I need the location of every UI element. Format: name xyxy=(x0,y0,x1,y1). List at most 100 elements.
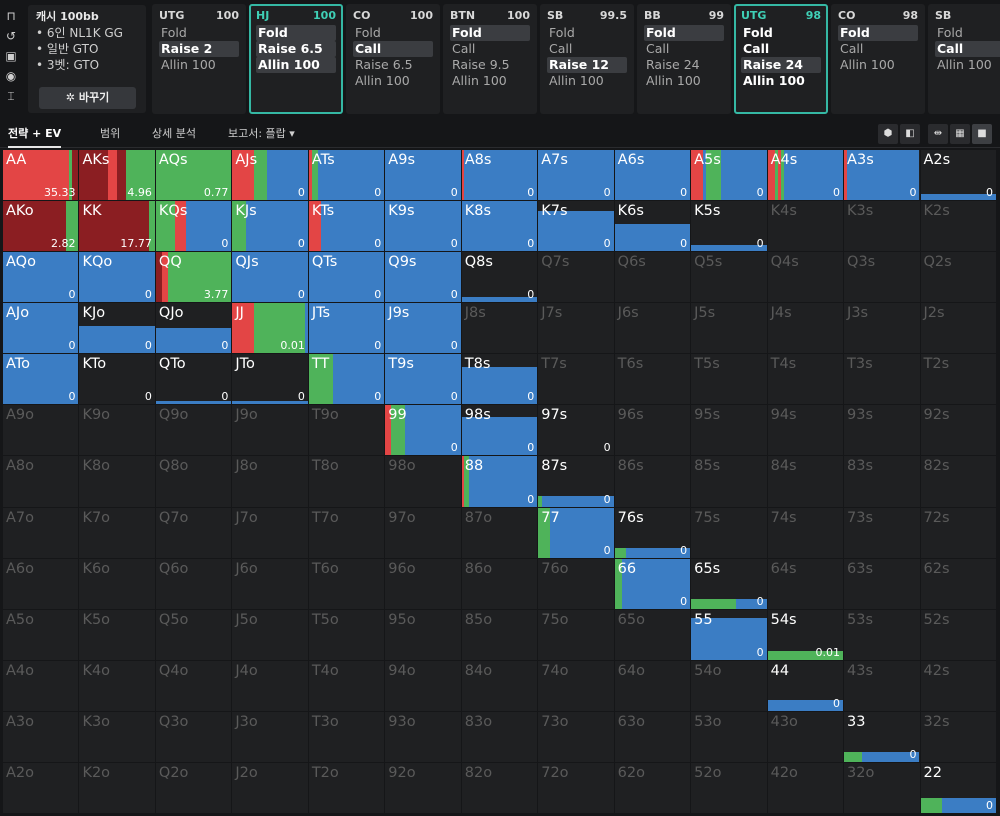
hand-cell-87s[interactable]: 87s 0 xyxy=(538,456,614,507)
action-option[interactable]: Allin 100 xyxy=(452,73,507,88)
hand-cell-33[interactable]: 33 0 xyxy=(844,711,920,762)
hand-cell-66[interactable]: 66 0 xyxy=(614,558,691,609)
hand-cell-74s[interactable]: 74s xyxy=(767,507,844,558)
hand-cell-43o[interactable]: 43o xyxy=(767,711,844,762)
hand-cell-62s[interactable]: 62s xyxy=(920,558,996,609)
hand-cell-98o[interactable]: 98o xyxy=(385,456,461,507)
hand-cell-55[interactable]: 55 0 xyxy=(691,609,767,660)
hand-cell-J7o[interactable]: J7o xyxy=(232,507,308,558)
hand-cell-J2s[interactable]: J2s xyxy=(920,303,996,354)
action-option[interactable]: Fold xyxy=(743,25,773,40)
hand-cell-K3s[interactable]: K3s xyxy=(844,201,920,252)
action-option[interactable]: Allin 100 xyxy=(549,73,604,88)
hand-cell-J9s[interactable]: J9s 0 xyxy=(385,303,461,354)
hand-cell-T6o[interactable]: T6o xyxy=(308,558,385,609)
hand-cell-K8o[interactable]: K8o xyxy=(79,456,155,507)
hand-cell-94s[interactable]: 94s xyxy=(767,405,844,456)
hand-cell-A3o[interactable]: A3o xyxy=(3,711,79,762)
hand-cell-K3o[interactable]: K3o xyxy=(79,711,155,762)
hand-cell-88[interactable]: 88 0 xyxy=(461,456,538,507)
hand-cell-A3s[interactable]: A3s 0 xyxy=(844,150,920,201)
hand-cell-Q2s[interactable]: Q2s xyxy=(920,252,996,303)
action-card-hj[interactable]: HJ 100 Fold Raise 6.5 Allin 100 xyxy=(249,4,343,114)
hand-cell-72o[interactable]: 72o xyxy=(538,762,614,814)
hand-cell-A2o[interactable]: A2o xyxy=(3,762,79,814)
hand-cell-K9s[interactable]: K9s 0 xyxy=(385,201,461,252)
action-option[interactable]: Raise 2 xyxy=(159,41,239,57)
action-card-sb[interactable]: SB Fold Call Allin 100 xyxy=(928,4,1000,114)
hand-cell-T9o[interactable]: T9o xyxy=(308,405,385,456)
hand-cell-JTo[interactable]: JTo 0 xyxy=(232,354,308,405)
hand-cell-J8s[interactable]: J8s xyxy=(461,303,538,354)
action-option[interactable]: Raise 24 xyxy=(646,57,700,72)
hand-cell-Q7o[interactable]: Q7o xyxy=(155,507,232,558)
hand-cell-Q6o[interactable]: Q6o xyxy=(155,558,232,609)
action-option[interactable]: Call xyxy=(646,41,670,56)
action-option[interactable]: Call xyxy=(549,41,573,56)
hand-cell-77[interactable]: 77 0 xyxy=(538,507,614,558)
action-option[interactable]: Allin 100 xyxy=(840,57,895,72)
action-option[interactable]: Raise 9.5 xyxy=(452,57,510,72)
hand-cell-QQ[interactable]: QQ 3.77 xyxy=(155,252,232,303)
gamepad-icon[interactable]: ◉ xyxy=(5,69,17,83)
cube-icon[interactable]: ⬢ xyxy=(878,124,898,144)
hand-cell-A2s[interactable]: A2s 0 xyxy=(920,150,996,201)
hand-cell-73s[interactable]: 73s xyxy=(844,507,920,558)
text-cursor-icon[interactable]: ⌶ xyxy=(7,89,15,103)
hand-cell-64o[interactable]: 64o xyxy=(614,660,691,711)
hand-cell-63o[interactable]: 63o xyxy=(614,711,691,762)
hand-cell-T7s[interactable]: T7s xyxy=(538,354,614,405)
hand-cell-87o[interactable]: 87o xyxy=(461,507,538,558)
hand-cell-52o[interactable]: 52o xyxy=(691,762,767,814)
action-option[interactable]: Allin 100 xyxy=(646,73,701,88)
change-settings-button[interactable]: ✲ 바꾸기 xyxy=(39,87,136,109)
hand-cell-98s[interactable]: 98s 0 xyxy=(461,405,538,456)
hand-cell-32s[interactable]: 32s xyxy=(920,711,996,762)
hand-cell-54o[interactable]: 54o xyxy=(691,660,767,711)
square-icon[interactable]: ■ xyxy=(972,124,992,144)
hand-cell-65o[interactable]: 65o xyxy=(614,609,691,660)
action-option[interactable]: Allin 100 xyxy=(161,57,216,72)
hand-cell-T7o[interactable]: T7o xyxy=(308,507,385,558)
tab-1[interactable]: 범위 xyxy=(100,127,121,140)
hand-cell-J7s[interactable]: J7s xyxy=(538,303,614,354)
hand-cell-ATo[interactable]: ATo 0 xyxy=(3,354,79,405)
hand-cell-Q4o[interactable]: Q4o xyxy=(155,660,232,711)
action-option[interactable]: Raise 6.5 xyxy=(355,57,413,72)
hand-cell-Q5o[interactable]: Q5o xyxy=(155,609,232,660)
hand-cell-QJo[interactable]: QJo 0 xyxy=(155,303,232,354)
hand-cell-Q6s[interactable]: Q6s xyxy=(614,252,691,303)
hand-cell-T8o[interactable]: T8o xyxy=(308,456,385,507)
hand-cell-86s[interactable]: 86s xyxy=(614,456,691,507)
hand-cell-KQs[interactable]: KQs 0 xyxy=(155,201,232,252)
hand-cell-97o[interactable]: 97o xyxy=(385,507,461,558)
history-icon[interactable]: ↺ xyxy=(5,29,17,43)
action-option[interactable]: Allin 100 xyxy=(355,73,410,88)
hand-cell-K5s[interactable]: K5s 0 xyxy=(691,201,767,252)
hand-cell-J3s[interactable]: J3s xyxy=(844,303,920,354)
hand-cell-QJs[interactable]: QJs 0 xyxy=(232,252,308,303)
hand-cell-83o[interactable]: 83o xyxy=(461,711,538,762)
hand-cell-K6o[interactable]: K6o xyxy=(79,558,155,609)
hand-cell-K7s[interactable]: K7s 0 xyxy=(538,201,614,252)
hand-cell-92o[interactable]: 92o xyxy=(385,762,461,814)
hand-cell-53s[interactable]: 53s xyxy=(844,609,920,660)
action-option[interactable]: Raise 24 xyxy=(741,57,821,73)
action-card-btn[interactable]: BTN 100 Fold Call Raise 9.5 Allin 100 xyxy=(443,4,537,114)
tab-0[interactable]: 전략 + EV xyxy=(8,120,62,148)
hand-cell-J5s[interactable]: J5s xyxy=(691,303,767,354)
action-option[interactable]: Fold xyxy=(161,25,187,40)
action-option[interactable]: Fold xyxy=(256,25,336,41)
hand-cell-KK[interactable]: KK 17.77 xyxy=(79,201,155,252)
hand-cell-KJo[interactable]: KJo 0 xyxy=(79,303,155,354)
action-card-co[interactable]: CO 100 Fold Call Raise 6.5 Allin 100 xyxy=(346,4,440,114)
action-option[interactable]: Allin 100 xyxy=(256,57,336,73)
hand-cell-Q3s[interactable]: Q3s xyxy=(844,252,920,303)
action-option[interactable]: Call xyxy=(743,41,770,56)
action-card-utg[interactable]: UTG 100 Fold Raise 2 Allin 100 xyxy=(152,4,246,114)
action-card-utg[interactable]: UTG 98 Fold Call Raise 24 Allin 100 xyxy=(734,4,828,114)
hand-cell-74o[interactable]: 74o xyxy=(538,660,614,711)
hand-cell-KQo[interactable]: KQo 0 xyxy=(79,252,155,303)
hand-cell-64s[interactable]: 64s xyxy=(767,558,844,609)
hand-cell-85o[interactable]: 85o xyxy=(461,609,538,660)
